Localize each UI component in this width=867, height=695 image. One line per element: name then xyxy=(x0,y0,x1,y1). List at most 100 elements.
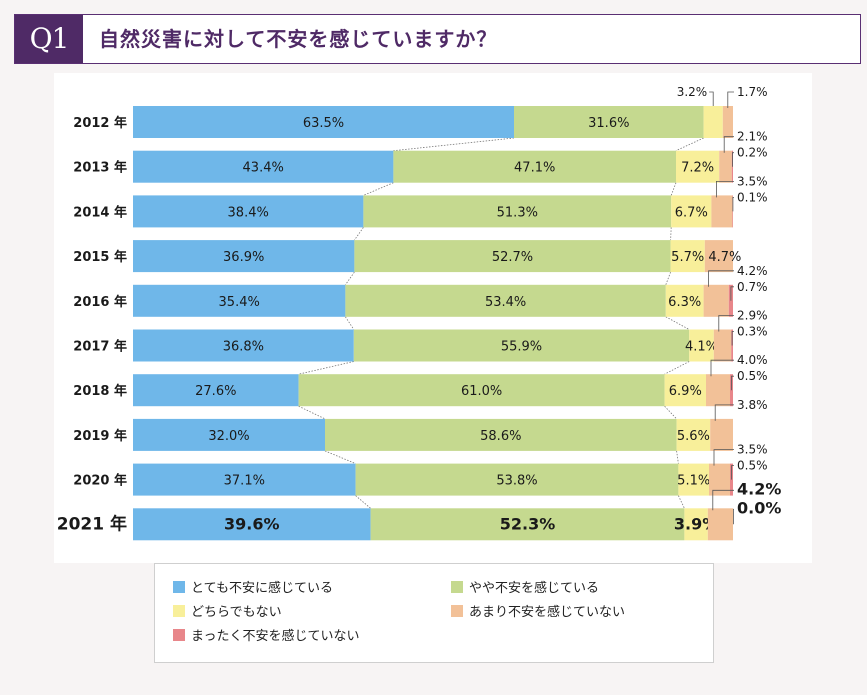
legend-item: とても不安に感じている xyxy=(173,580,333,598)
data-label: 55.9% xyxy=(501,340,542,355)
bar-segment xyxy=(704,240,733,273)
data-label: 37.1% xyxy=(224,474,265,489)
leader-line xyxy=(723,136,734,153)
data-label: 0.5% xyxy=(737,459,768,473)
bar-segment xyxy=(133,508,371,541)
connector-line xyxy=(363,182,394,196)
bar-segment xyxy=(355,463,679,496)
data-label: 53.4% xyxy=(485,295,526,310)
bar-segment xyxy=(703,106,723,138)
leader-line xyxy=(713,449,734,466)
connector-line xyxy=(665,271,671,285)
data-label: 0.7% xyxy=(737,280,768,294)
bar-segment xyxy=(703,284,729,317)
bar-segment xyxy=(709,463,730,496)
bar-segment xyxy=(133,240,355,273)
connector-line xyxy=(298,405,326,420)
bar-segment xyxy=(393,150,676,183)
data-label: 35.4% xyxy=(219,295,260,310)
stacked-bar-chart: 2012 年 63.5% 31.6% 3.2% 1.7% 2013 年 43.4% 47.1%… xyxy=(57,85,781,541)
connector-line xyxy=(355,495,371,509)
connector-line xyxy=(676,450,679,464)
legend-swatch xyxy=(173,581,185,593)
legend-swatch xyxy=(451,581,463,593)
data-label: 43.4% xyxy=(243,161,284,176)
year-label: 2012 年 xyxy=(73,115,127,131)
data-label: 7.2% xyxy=(681,161,714,176)
connector-line xyxy=(345,271,355,286)
year-label: 2021 年 xyxy=(57,513,127,534)
data-label: 0.2% xyxy=(737,146,768,160)
legend-label: まったく不安を感じていない xyxy=(191,629,360,644)
question-header: Q1 自然災害に対して不安を感じていますか？ xyxy=(14,14,861,64)
data-label: 36.8% xyxy=(223,340,264,355)
data-label: 52.7% xyxy=(492,250,533,265)
data-label: 0.5% xyxy=(737,369,768,383)
legend-swatch xyxy=(173,629,185,641)
data-label: 58.6% xyxy=(480,429,521,444)
data-label: 6.3% xyxy=(668,295,701,310)
connector-line xyxy=(393,137,515,152)
bar-segment xyxy=(689,329,714,362)
data-label: 4.7% xyxy=(708,250,741,265)
bar-segment xyxy=(345,284,666,317)
data-label: 4.2% xyxy=(737,264,768,278)
data-label: 5.1% xyxy=(677,474,710,489)
data-label: 39.6% xyxy=(224,514,280,533)
connector-line xyxy=(345,316,355,330)
chart-legend: とても不安に感じている やや不安を感じている どちらでもない あまり不安を感じていない… xyxy=(154,563,714,663)
leader-line xyxy=(732,197,734,212)
legend-swatch xyxy=(173,605,185,617)
bar-segment xyxy=(707,508,733,541)
leader-line xyxy=(731,465,734,480)
connector-line xyxy=(675,137,704,152)
leader-line xyxy=(727,91,734,108)
data-label: 3.5% xyxy=(737,174,768,188)
leader-line xyxy=(714,404,734,421)
year-label: 2014 年 xyxy=(73,204,127,220)
connector-line xyxy=(324,450,356,464)
question-title: 自然災害に対して不安を感じていますか？ xyxy=(99,27,498,51)
legend-item: あまり不安を感じていない xyxy=(451,604,625,622)
leader-line xyxy=(718,315,734,332)
data-label: 3.9% xyxy=(674,514,718,533)
data-label: 38.4% xyxy=(228,205,269,220)
bar-segment xyxy=(325,418,677,451)
connector-line xyxy=(298,361,354,375)
leader-line xyxy=(708,270,734,287)
bar-segment xyxy=(133,150,394,183)
data-label: 32.0% xyxy=(208,429,249,444)
bar-segment xyxy=(684,508,708,541)
legend-item: まったく不安を感じていない xyxy=(173,628,359,646)
legend-label: あまり不安を感じていない xyxy=(469,605,626,620)
data-label: 27.6% xyxy=(195,384,236,399)
leader-line xyxy=(733,508,734,525)
bar-segment xyxy=(676,418,711,451)
bar-segment xyxy=(713,329,732,362)
bar-segment xyxy=(719,150,732,183)
data-label: 5.7% xyxy=(671,250,704,265)
data-label: 2.9% xyxy=(737,309,768,323)
legend-item: どちらでもない xyxy=(173,604,282,622)
data-label: 47.1% xyxy=(514,161,555,176)
data-label: 4.2% xyxy=(737,479,781,498)
connector-line xyxy=(678,495,685,509)
data-label: 2.1% xyxy=(737,130,768,144)
bar-segment xyxy=(133,195,364,228)
data-label: 51.3% xyxy=(497,205,538,220)
bar-segment xyxy=(133,329,354,362)
bar-segment xyxy=(133,374,299,407)
leader-line xyxy=(731,331,734,346)
bar-segment xyxy=(722,106,733,138)
data-label: 0.0% xyxy=(737,498,781,517)
data-label: 0.3% xyxy=(737,325,768,339)
year-label: 2015 年 xyxy=(73,249,127,265)
bar-segment xyxy=(664,374,706,407)
leader-line xyxy=(731,375,734,391)
data-label: 1.7% xyxy=(737,85,768,99)
bar-segment xyxy=(676,150,720,183)
connector-line xyxy=(665,316,690,330)
year-label: 2016 年 xyxy=(73,294,127,310)
data-label: 6.9% xyxy=(669,384,702,399)
bar-segment xyxy=(370,508,685,541)
